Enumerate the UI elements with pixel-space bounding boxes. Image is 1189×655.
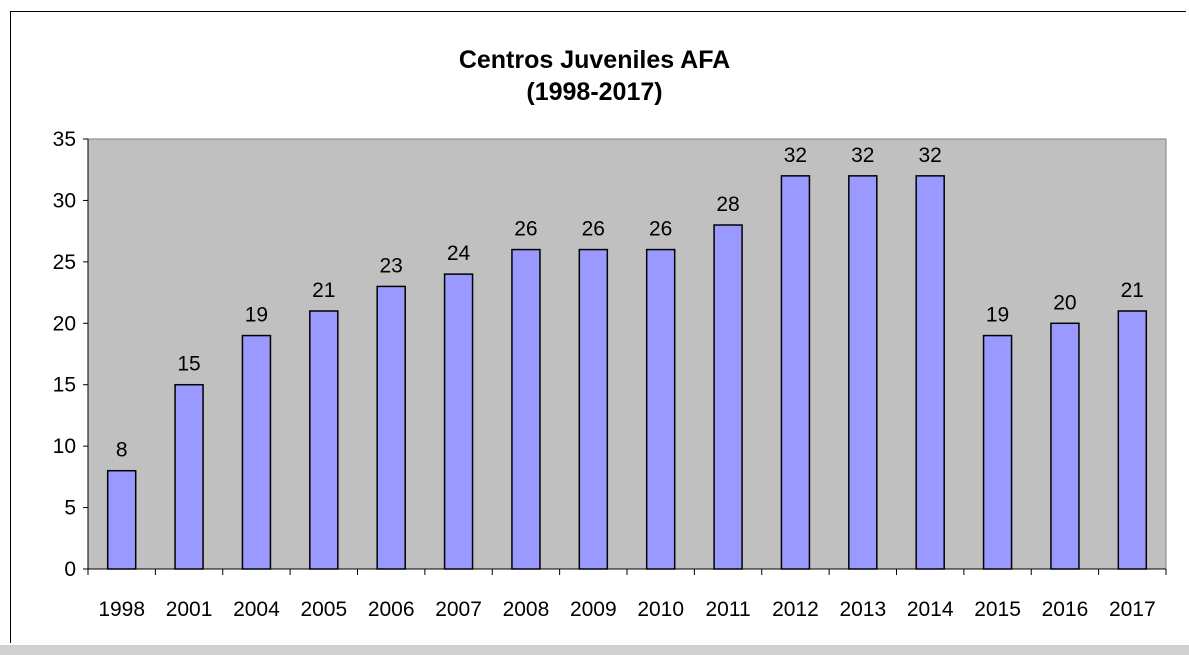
x-tick-label: 2004 bbox=[233, 598, 280, 621]
x-tick-label: 2005 bbox=[300, 598, 347, 621]
y-tick-label: 15 bbox=[53, 374, 76, 397]
bar bbox=[376, 285, 406, 570]
data-label: 15 bbox=[177, 353, 200, 376]
bar bbox=[309, 310, 339, 570]
y-tick-label: 30 bbox=[53, 189, 76, 212]
chart-title: Centros Juveniles AFA (1998-2017) bbox=[0, 44, 1189, 108]
y-tick-label: 10 bbox=[53, 435, 76, 458]
bar bbox=[443, 273, 474, 570]
data-label: 32 bbox=[919, 144, 942, 167]
data-label: 26 bbox=[649, 218, 672, 241]
data-label: 23 bbox=[380, 254, 403, 277]
x-tick-label: 2007 bbox=[435, 598, 482, 621]
data-label: 26 bbox=[582, 218, 605, 241]
y-tick-label: 5 bbox=[64, 497, 76, 520]
bar bbox=[848, 175, 878, 570]
data-label: 8 bbox=[116, 439, 128, 462]
data-label: 20 bbox=[1053, 291, 1076, 314]
bar bbox=[915, 175, 945, 570]
y-tick-label: 35 bbox=[53, 128, 76, 151]
data-label: 26 bbox=[514, 218, 537, 241]
bar bbox=[578, 248, 609, 570]
data-label: 32 bbox=[851, 144, 874, 167]
x-tick-label: 2012 bbox=[772, 598, 819, 621]
bar bbox=[511, 248, 541, 570]
data-label: 21 bbox=[1121, 279, 1144, 302]
bar bbox=[982, 334, 1013, 570]
bar bbox=[645, 248, 676, 570]
bar bbox=[780, 175, 811, 570]
x-tick-label: 2008 bbox=[503, 598, 550, 621]
y-tick-label: 25 bbox=[53, 251, 76, 274]
data-label: 19 bbox=[986, 304, 1009, 327]
data-label: 32 bbox=[784, 144, 807, 167]
x-tick-label: 2011 bbox=[705, 598, 750, 621]
x-tick-label: 2010 bbox=[637, 598, 684, 621]
x-tick-label: 2013 bbox=[839, 598, 886, 621]
x-tick-label: 2015 bbox=[974, 598, 1021, 621]
bar bbox=[1050, 322, 1080, 570]
data-label: 28 bbox=[716, 193, 739, 216]
x-tick-label: 2006 bbox=[368, 598, 415, 621]
chart-subtitle-text: (1998-2017) bbox=[526, 78, 663, 106]
bar bbox=[174, 383, 204, 570]
x-tick-label: 2014 bbox=[907, 598, 954, 621]
bar bbox=[106, 469, 137, 570]
data-label: 24 bbox=[447, 242, 471, 265]
data-label: 21 bbox=[312, 279, 335, 302]
x-tick-label: 2009 bbox=[570, 598, 617, 621]
x-tick-label: 1998 bbox=[98, 598, 145, 621]
y-tick-label: 20 bbox=[53, 312, 76, 335]
x-tick-label: 2017 bbox=[1109, 598, 1156, 621]
bar bbox=[713, 224, 743, 570]
x-tick-label: 2016 bbox=[1042, 598, 1089, 621]
chart-title-text: Centros Juveniles AFA bbox=[458, 46, 731, 74]
y-tick-label: 0 bbox=[64, 558, 76, 581]
x-tick-label: 2001 bbox=[166, 598, 213, 621]
bottom-strip bbox=[0, 645, 1189, 655]
bar bbox=[1117, 310, 1148, 570]
bar bbox=[241, 334, 272, 570]
data-label: 19 bbox=[245, 304, 268, 327]
